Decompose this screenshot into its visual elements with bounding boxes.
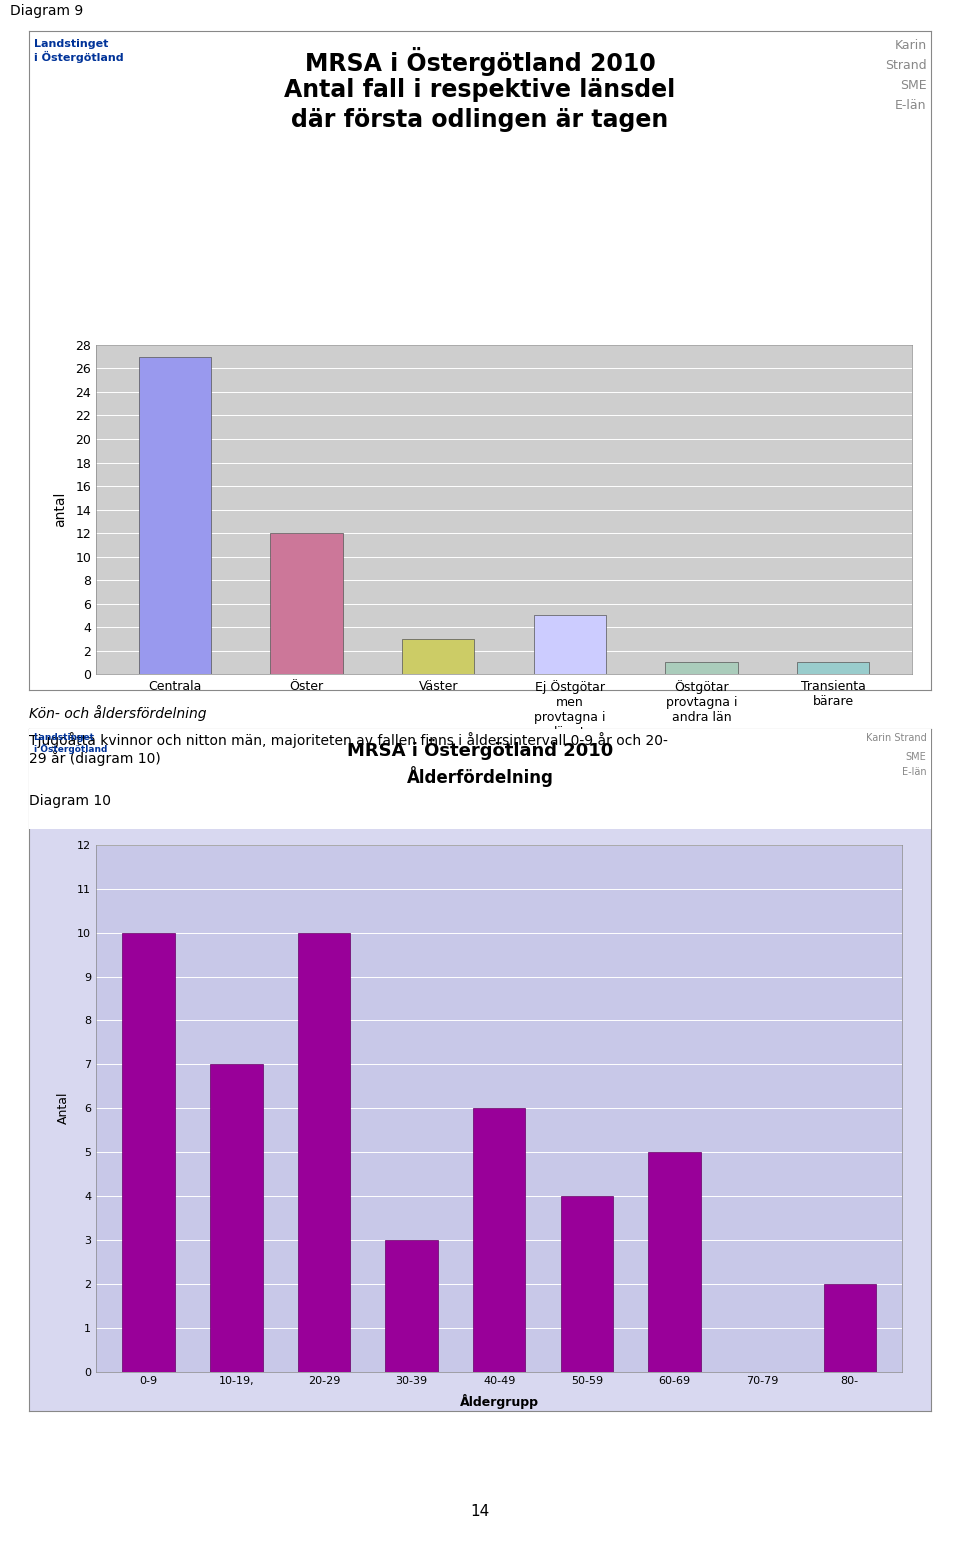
Bar (139, 356, 211, 674)
Bar (271, 533, 343, 674)
Text: Diagram 9: Diagram 9 (10, 3, 83, 19)
X-axis label: Åldergrupp: Åldergrupp (460, 1395, 539, 1409)
Text: MRSA i Östergötland 2010: MRSA i Östergötland 2010 (347, 739, 613, 761)
Text: 14: 14 (470, 1504, 490, 1519)
Text: SME: SME (900, 79, 926, 91)
Text: E-län: E-län (895, 99, 926, 112)
Text: Tjugoåtta kvinnor och nitton män, majoriteten av fallen finns i åldersintervall : Tjugoåtta kvinnor och nitton män, majori… (29, 732, 667, 766)
Text: Landstinget
i Östergötland: Landstinget i Östergötland (34, 733, 107, 753)
Text: Strand: Strand (885, 59, 926, 71)
Text: Diagram 10: Diagram 10 (29, 794, 110, 808)
Bar (797, 662, 869, 674)
Text: E-län: E-län (901, 767, 926, 777)
Text: MRSA i Östergötland 2010: MRSA i Östergötland 2010 (304, 46, 656, 76)
Bar (824, 1283, 876, 1372)
Bar (210, 1065, 262, 1372)
Text: Karin: Karin (895, 39, 926, 51)
Text: Ålderfördelning: Ålderfördelning (407, 766, 553, 787)
Text: Karin Strand: Karin Strand (866, 733, 926, 742)
Text: Landstinget
i Östergötland: Landstinget i Östergötland (34, 39, 123, 64)
Text: Kön- och åldersfördelning: Kön- och åldersfördelning (29, 705, 206, 721)
Bar (473, 1108, 525, 1372)
Bar (534, 615, 606, 674)
Bar (385, 1240, 438, 1372)
Y-axis label: Antal: Antal (57, 1093, 70, 1124)
Y-axis label: antal: antal (53, 491, 67, 527)
Bar (298, 933, 350, 1372)
Bar (665, 662, 737, 674)
Bar (561, 1197, 613, 1372)
Text: där första odlingen är tagen: där första odlingen är tagen (292, 109, 668, 132)
Text: Antal fall i respektive länsdel: Antal fall i respektive länsdel (284, 78, 676, 101)
Bar (648, 1152, 701, 1372)
Bar (402, 639, 474, 674)
Text: SME: SME (905, 752, 926, 761)
Bar (122, 933, 175, 1372)
